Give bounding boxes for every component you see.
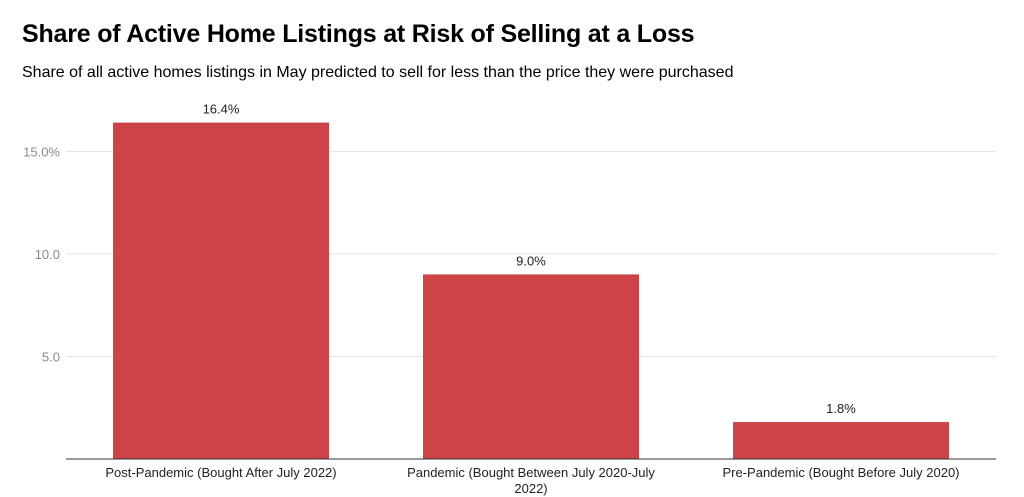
chart-subtitle: Share of all active homes listings in Ma… <box>22 64 734 81</box>
y-tick-label: 15.0% <box>23 144 60 159</box>
data-label: 1.8% <box>826 401 856 416</box>
y-tick-label: 5.0 <box>42 349 60 364</box>
bar <box>733 422 949 459</box>
y-tick-label: 10.0 <box>35 247 60 262</box>
x-tick-label: Post-Pandemic (Bought After July 2022) <box>105 465 336 480</box>
x-tick-label: Pre-Pandemic (Bought Before July 2020) <box>722 465 959 480</box>
bar <box>113 122 329 459</box>
data-label: 16.4% <box>203 102 240 117</box>
chart-title: Share of Active Home Listings at Risk of… <box>22 20 695 48</box>
bar <box>423 274 639 459</box>
data-label: 9.0% <box>516 253 546 268</box>
x-tick-label: Pandemic (Bought Between July 2020-July 2… <box>407 465 655 496</box>
